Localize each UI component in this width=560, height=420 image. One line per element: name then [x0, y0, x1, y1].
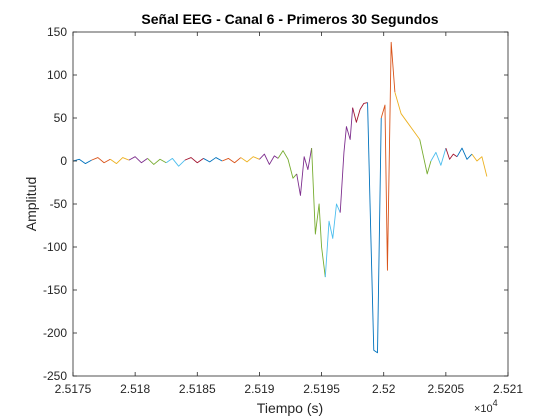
- series-line-13: [296, 148, 313, 196]
- series-line-23: [445, 147, 458, 160]
- series-line-25: [471, 153, 488, 177]
- series-line-10: [240, 156, 260, 163]
- series-line-14: [311, 148, 326, 278]
- series-line-11: [259, 153, 279, 165]
- y-tick-label: -50: [50, 197, 68, 211]
- x-tick-label: 2.5205: [428, 382, 465, 396]
- y-tick-label: 100: [47, 68, 67, 82]
- y-tick-label: -250: [43, 369, 67, 383]
- series-line-6: [165, 157, 186, 167]
- plot-area: [73, 32, 508, 376]
- x-tick-label: 2.518: [120, 382, 150, 396]
- series-line-9: [221, 157, 242, 164]
- series-line-17: [352, 102, 368, 123]
- x-tick-label: 2.5175: [55, 382, 92, 396]
- x-tick-label: 2.519: [244, 382, 274, 396]
- series-line-3: [110, 157, 130, 165]
- series-line-21: [419, 139, 432, 175]
- y-tick-label: -100: [43, 240, 67, 254]
- x-tick-label: 2.521: [493, 382, 523, 396]
- series-line-4: [128, 156, 148, 164]
- series-line-5: [147, 158, 167, 165]
- series-line-1: [72, 158, 92, 165]
- x-axis-label: Tiempo (s): [257, 400, 323, 416]
- y-axis-ticks: -250 -200 -150 -100 -50 0 50 100 150: [43, 25, 508, 383]
- series-line-15: [324, 203, 341, 278]
- x-axis-exponent: ×104: [474, 398, 498, 415]
- x-tick-label: 2.5195: [303, 382, 340, 396]
- y-tick-label: 50: [54, 111, 68, 125]
- plot-box: [72, 31, 509, 377]
- y-axis-label: Amplitud: [23, 177, 39, 231]
- y-tick-label: -200: [43, 326, 67, 340]
- y-tick-label: 0: [60, 154, 67, 168]
- x-tick-label: 2.52: [372, 382, 396, 396]
- x-tick-label: 2.5185: [179, 382, 216, 396]
- series-line-16: [339, 107, 354, 213]
- series-line-2: [91, 157, 111, 164]
- series-line-19: [380, 41, 396, 271]
- y-tick-label: -150: [43, 283, 67, 297]
- series-line-18: [367, 102, 382, 354]
- series-line-20: [394, 92, 421, 140]
- x-axis-ticks: 2.5175 2.518 2.5185 2.519 2.5195 2.52 2.5205 2.…: [55, 32, 523, 396]
- series-line-24: [456, 147, 473, 160]
- series-layer: [72, 41, 488, 354]
- chart-title: Señal EEG - Canal 6 - Primeros 30 Segund…: [141, 11, 438, 27]
- series-line-7: [184, 157, 204, 164]
- x-axis-exponent-base: ×10: [474, 403, 493, 415]
- y-tick-label: 150: [47, 25, 67, 39]
- x-axis-exponent-power: 4: [493, 398, 498, 408]
- series-line-22: [430, 147, 447, 166]
- series-line-8: [203, 157, 223, 163]
- series-line-12: [277, 150, 298, 179]
